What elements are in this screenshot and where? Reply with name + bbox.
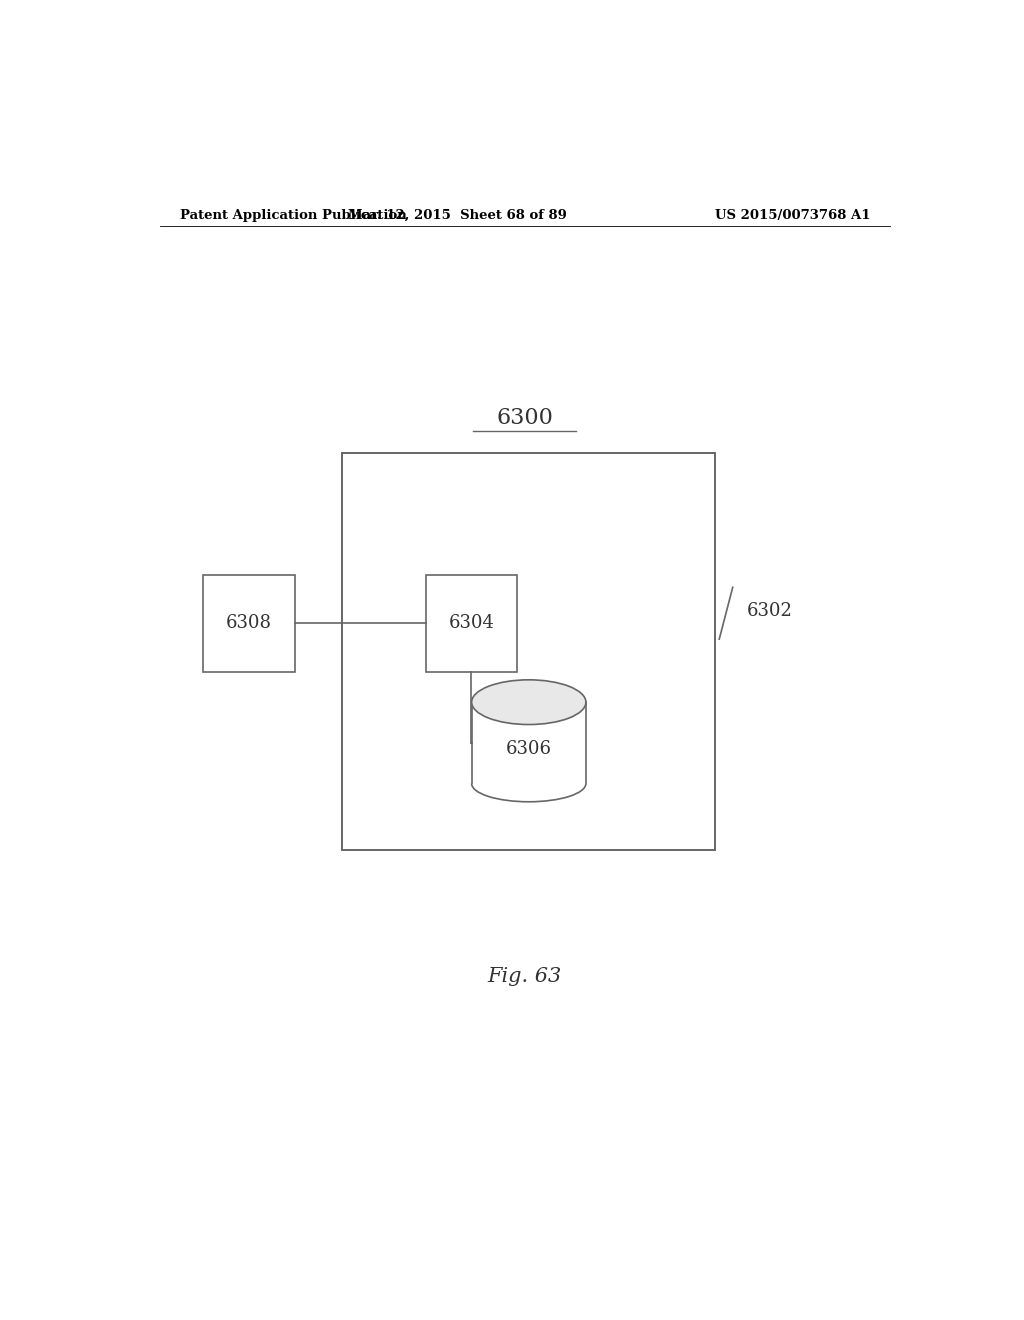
- Bar: [342, 453, 715, 850]
- Text: US 2015/0073768 A1: US 2015/0073768 A1: [715, 209, 870, 222]
- Polygon shape: [472, 702, 586, 784]
- Bar: [426, 576, 517, 672]
- Text: Fig. 63: Fig. 63: [487, 968, 562, 986]
- Text: Patent Application Publication: Patent Application Publication: [179, 209, 407, 222]
- Bar: [204, 576, 295, 672]
- Text: 6308: 6308: [226, 614, 272, 632]
- Text: 6304: 6304: [449, 614, 495, 632]
- Text: Mar. 12, 2015  Sheet 68 of 89: Mar. 12, 2015 Sheet 68 of 89: [348, 209, 566, 222]
- Text: 6306: 6306: [506, 741, 552, 758]
- Text: 6302: 6302: [748, 602, 793, 619]
- Text: 6300: 6300: [497, 407, 553, 429]
- Ellipse shape: [472, 680, 586, 725]
